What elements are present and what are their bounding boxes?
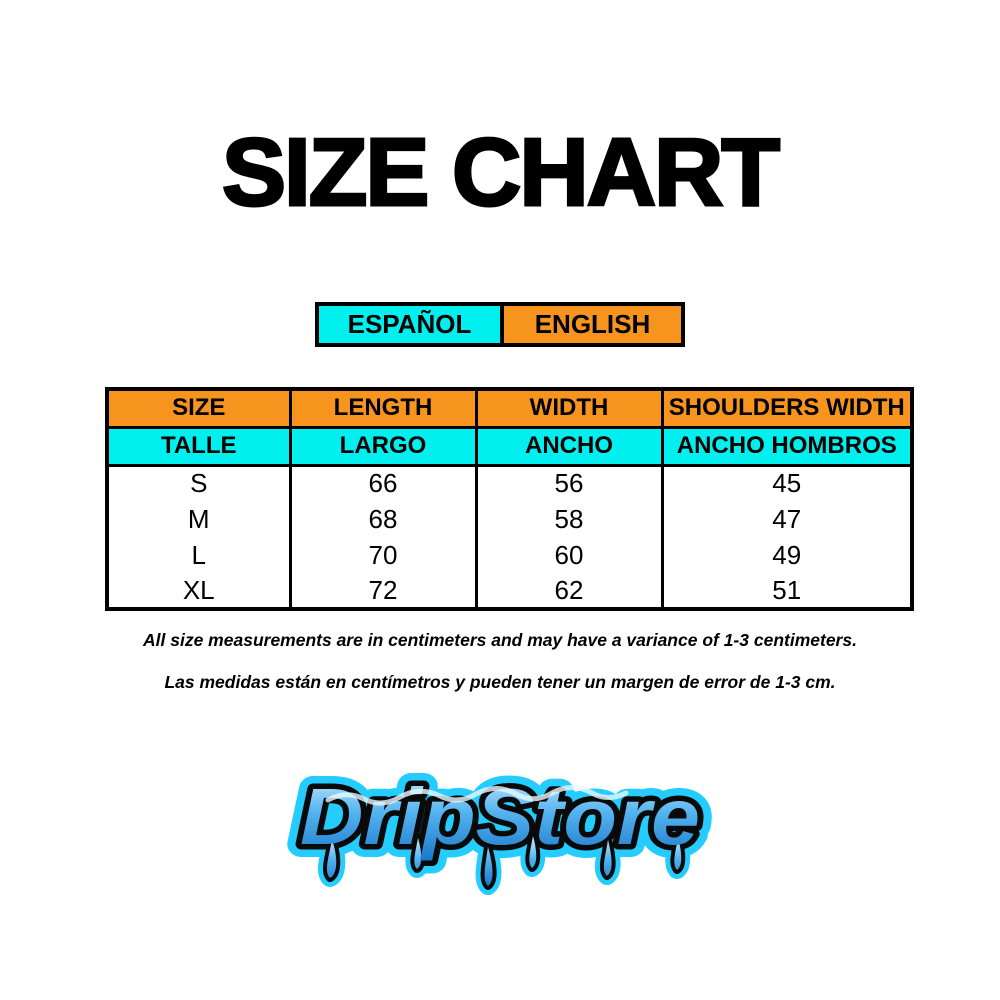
cell-length: 68 [288, 501, 478, 537]
logo-text-outline: DripStore [300, 772, 700, 861]
table-row: M 68 58 47 [105, 501, 914, 537]
cell-shoulders: 45 [660, 465, 914, 501]
cell-size: S [105, 465, 292, 501]
header-largo: LARGO [288, 425, 478, 467]
cell-size: L [105, 537, 292, 573]
header-ancho: ANCHO [474, 425, 664, 467]
header-shoulders-width: SHOULDERS WIDTH [660, 387, 914, 429]
table-header-spanish: TALLE LARGO ANCHO ANCHO HOMBROS [105, 425, 914, 467]
note-english: All size measurements are in centimeters… [143, 630, 857, 650]
note-spanish: Las medidas están en centímetros y puede… [164, 672, 836, 692]
table-row: S 66 56 45 [105, 465, 914, 501]
language-tabs: ESPAÑOL ENGLISH [315, 302, 685, 347]
size-table: SIZE LENGTH WIDTH SHOULDERS WIDTH TALLE … [105, 387, 914, 611]
header-talle: TALLE [105, 425, 292, 467]
cell-width: 62 [474, 573, 664, 609]
cell-size: M [105, 501, 292, 537]
tab-english[interactable]: ENGLISH [500, 306, 681, 343]
dripstore-logo-graphic: DripStore DripStore DripStore [287, 759, 713, 902]
cell-shoulders: 47 [660, 501, 914, 537]
cell-shoulders: 51 [660, 573, 914, 609]
table-row: XL 72 62 51 [105, 573, 914, 609]
cell-width: 58 [474, 501, 664, 537]
page-title: SIZE CHART [221, 119, 782, 226]
table-row: L 70 60 49 [105, 537, 914, 573]
table-header-english: SIZE LENGTH WIDTH SHOULDERS WIDTH [105, 387, 914, 429]
tab-espanol[interactable]: ESPAÑOL [319, 306, 500, 343]
cell-length: 66 [288, 465, 478, 501]
header-length: LENGTH [288, 387, 478, 429]
logo-text: DripStore [300, 772, 700, 861]
cell-length: 72 [288, 573, 478, 609]
cell-size: XL [105, 573, 292, 609]
logo-ice-highlight [325, 785, 629, 806]
header-ancho-hombros: ANCHO HOMBROS [660, 425, 914, 467]
cell-shoulders: 49 [660, 537, 914, 573]
header-width: WIDTH [474, 387, 664, 429]
header-size: SIZE [105, 387, 292, 429]
cell-width: 56 [474, 465, 664, 501]
dripstore-logo: DripStore DripStore DripStore [280, 752, 720, 902]
cell-width: 60 [474, 537, 664, 573]
logo-text-glow: DripStore [300, 772, 700, 861]
cell-length: 70 [288, 537, 478, 573]
